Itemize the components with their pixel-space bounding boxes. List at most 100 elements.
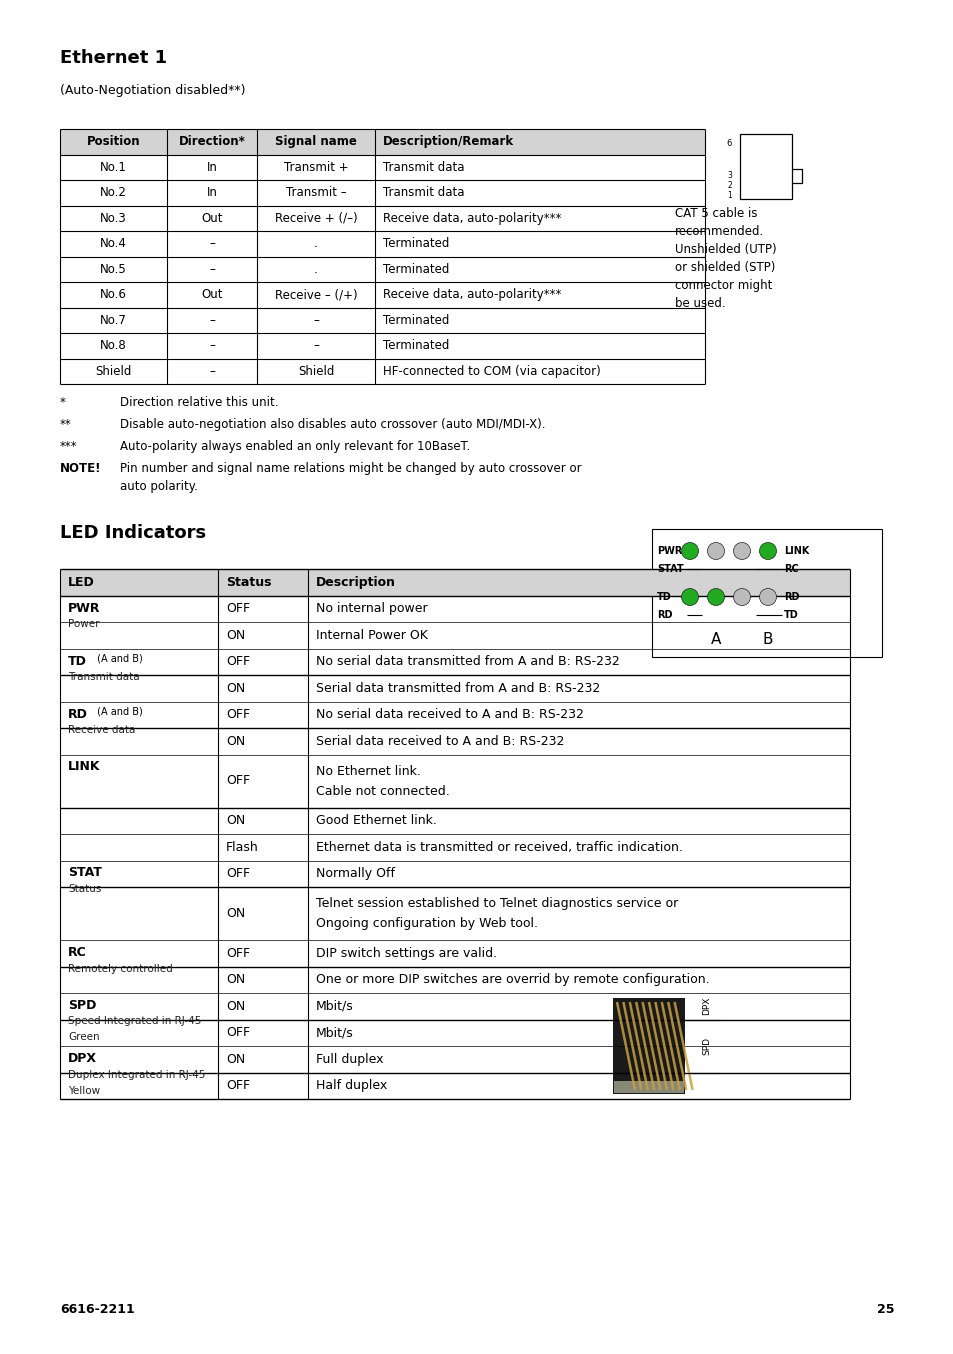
Text: Position: Position [87,135,140,148]
Text: Status: Status [68,884,101,894]
Text: B: B [762,631,773,646]
Text: Ongoing configuration by Web tool.: Ongoing configuration by Web tool. [315,917,537,930]
Bar [651,529,882,657]
Text: Transmit data: Transmit data [382,161,464,173]
Text: (A and B): (A and B) [94,707,143,716]
Text: No Ethernet link.: No Ethernet link. [315,765,420,777]
Text: Ethernet data is transmitted or received, traffic indication.: Ethernet data is transmitted or received… [315,841,682,854]
Text: 6616-2211: 6616-2211 [60,1303,134,1316]
Text: SPD: SPD [701,1037,711,1055]
Text: STAT: STAT [657,563,683,574]
Text: ON: ON [226,628,245,642]
Text: OFF: OFF [226,774,250,788]
Text: In: In [207,187,217,199]
Text: Mbit/s: Mbit/s [315,1026,354,1040]
Text: PWR: PWR [68,601,100,615]
Text: Terminated: Terminated [382,314,449,326]
Text: No.3: No.3 [100,211,127,225]
Text: RD: RD [657,609,672,620]
Text: No.8: No.8 [100,340,127,352]
Text: –: – [209,314,214,326]
Text: Receive data, auto-polarity***: Receive data, auto-polarity*** [382,211,560,225]
Text: OFF: OFF [226,708,250,722]
Text: TD: TD [783,609,798,620]
Text: **: ** [60,418,71,431]
Circle shape [707,589,723,605]
Text: CAT 5 cable is
recommended.
Unshielded (UTP)
or shielded (STP)
connector might
b: CAT 5 cable is recommended. Unshielded (… [675,207,776,310]
Text: OFF: OFF [226,868,250,880]
Text: Status: Status [226,575,272,589]
Text: OFF: OFF [226,655,250,669]
Text: RD: RD [783,592,799,603]
Text: ***: *** [60,440,77,454]
Text: 25: 25 [877,1303,894,1316]
Bar [614,1080,683,1093]
Bar [740,134,791,199]
Text: LINK: LINK [783,546,808,556]
Text: No serial data received to A and B: RS-232: No serial data received to A and B: RS-2… [315,708,583,722]
Text: –: – [209,340,214,352]
Circle shape [759,543,776,559]
Text: Full duplex: Full duplex [315,1053,383,1066]
Text: Power: Power [68,619,99,630]
Text: ON: ON [226,974,245,986]
Bar [740,134,791,199]
Text: Signal name: Signal name [274,135,356,148]
Text: Cable not connected.: Cable not connected. [315,784,449,798]
Text: DIP switch settings are valid.: DIP switch settings are valid. [315,946,497,960]
Text: ON: ON [226,999,245,1013]
Text: Serial data received to A and B: RS-232: Serial data received to A and B: RS-232 [315,735,564,747]
Text: Shield: Shield [297,364,334,378]
Text: Terminated: Terminated [382,263,449,276]
Text: Telnet session established to Telnet diagnostics service or: Telnet session established to Telnet dia… [315,896,678,910]
Text: Out: Out [201,211,222,225]
Text: LED Indicators: LED Indicators [60,524,206,542]
Text: Receive data, auto-polarity***: Receive data, auto-polarity*** [382,288,560,301]
Text: .: . [314,263,317,276]
Text: Direction relative this unit.: Direction relative this unit. [120,395,278,409]
Text: Internal Power OK: Internal Power OK [315,628,428,642]
Text: –: – [209,263,214,276]
Text: HF-connected to COM (via capacitor): HF-connected to COM (via capacitor) [382,364,600,378]
Circle shape [733,589,750,605]
Text: Description: Description [315,575,395,589]
Text: No serial data transmitted from A and B: RS-232: No serial data transmitted from A and B:… [315,655,619,669]
Text: No internal power: No internal power [315,603,427,615]
Text: One or more DIP switches are overrid by remote configuration.: One or more DIP switches are overrid by … [315,974,709,986]
Text: –: – [209,364,214,378]
Text: Pin number and signal name relations might be changed by auto crossover or
auto : Pin number and signal name relations mig… [120,462,581,493]
Bar [60,569,849,596]
Circle shape [680,589,698,605]
Bar [613,998,684,1094]
Text: SPD: SPD [68,999,96,1011]
Text: ON: ON [226,682,245,695]
Text: Transmit +: Transmit + [283,161,348,173]
Bar [60,129,704,154]
Text: Duplex Integrated in RJ-45: Duplex Integrated in RJ-45 [68,1070,205,1079]
Text: Disable auto-negotiation also disables auto crossover (auto MDI/MDI-X).: Disable auto-negotiation also disables a… [120,418,545,431]
Text: Description/Remark: Description/Remark [382,135,514,148]
Text: Receive – (/+): Receive – (/+) [274,288,357,301]
Text: Yellow: Yellow [68,1086,100,1095]
Text: Terminated: Terminated [382,237,449,250]
Text: STAT: STAT [68,867,102,880]
Text: Normally Off: Normally Off [315,868,395,880]
Text: Out: Out [201,288,222,301]
Text: 1: 1 [726,191,731,200]
Text: LED: LED [68,575,94,589]
Text: DPX: DPX [701,997,711,1016]
Text: Ethernet 1: Ethernet 1 [60,49,167,66]
Text: Mbit/s: Mbit/s [315,999,354,1013]
Circle shape [733,543,750,559]
Circle shape [707,543,723,559]
Text: Receive + (/–): Receive + (/–) [274,211,357,225]
Text: Terminated: Terminated [382,340,449,352]
Text: No.6: No.6 [100,288,127,301]
Text: TD: TD [657,592,671,603]
Bar [651,529,882,657]
Circle shape [680,543,698,559]
Text: 6: 6 [726,139,731,149]
Text: –: – [313,340,318,352]
Text: Remotely controlled: Remotely controlled [68,964,172,974]
Text: Transmit –: Transmit – [285,187,346,199]
